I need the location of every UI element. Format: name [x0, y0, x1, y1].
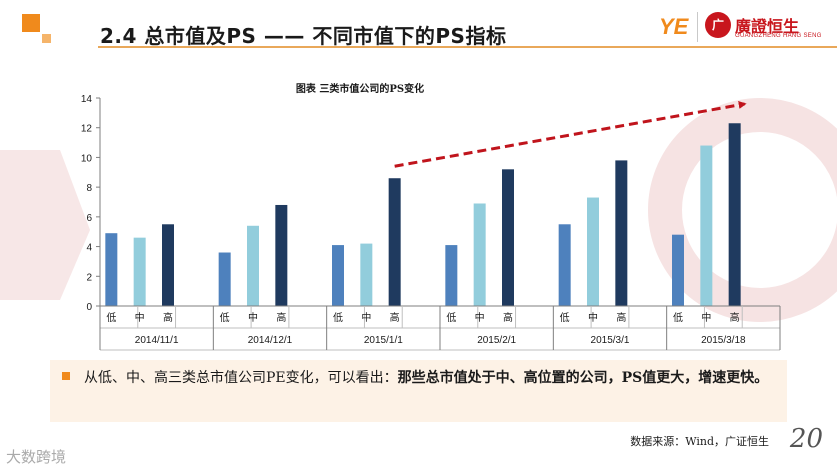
bar	[218, 252, 231, 306]
brand-separator	[697, 12, 698, 42]
bar	[558, 224, 571, 306]
bar	[587, 197, 599, 306]
x-subcategory-label: 中	[475, 311, 485, 324]
y-tick-label: 2	[86, 272, 92, 283]
chart-title: 图表 三类市值公司的PS变化	[296, 82, 424, 95]
title-underline	[98, 46, 837, 48]
y-tick-label: 10	[81, 153, 93, 164]
x-category-label: 2015/2/1	[477, 335, 516, 346]
x-subcategory-label: 高	[390, 311, 400, 324]
bar	[502, 169, 514, 306]
page-number: 20	[789, 424, 823, 454]
bar	[728, 123, 741, 306]
x-subcategory-label: 中	[135, 311, 145, 324]
ps-bar-chart: 图表 三类市值公司的PS变化 0 2 4 6 8 10 12 14 低 中 高 2014/11/1 低…	[81, 82, 781, 351]
brand-name-cn: 廣證恒生	[735, 17, 800, 36]
trend-arrow	[394, 101, 747, 168]
x-subcategory-label: 高	[163, 311, 173, 324]
y-tick-label: 14	[81, 94, 93, 105]
seal-icon: 广	[705, 12, 731, 38]
conclusion-callout: 从低、中、高三类总市值公司PE变化，可以看出：那些总市值处于中、高位置的公司，P…	[50, 360, 787, 422]
y-tick-label: 6	[86, 213, 92, 224]
conclusion-text: 从低、中、高三类总市值公司PE变化，可以看出：那些总市值处于中、高位置的公司，P…	[84, 366, 784, 390]
bar	[700, 145, 713, 306]
bar	[672, 234, 684, 306]
brand-name-en: GUANGZHENG HANG SENG	[735, 33, 822, 39]
bullet-square-icon	[62, 372, 70, 380]
bar	[162, 224, 174, 306]
y-tick-label: 0	[86, 302, 92, 313]
x-subcategory-label: 低	[106, 311, 116, 324]
y-tick-label: 8	[86, 183, 92, 194]
conclusion-normal: 从低、中、高三类总市值公司PE变化，可以看出：	[84, 370, 398, 386]
ye-mark: YE	[659, 14, 689, 39]
x-category-label: 2015/3/1	[591, 335, 630, 346]
x-subcategory-label: 中	[361, 311, 371, 324]
x-subcategory-label: 低	[333, 311, 343, 324]
data-source: 数据来源：Wind，广证恒生	[630, 435, 769, 448]
x-subcategory-label: 中	[248, 311, 258, 324]
y-tick-label: 12	[81, 124, 93, 135]
bar	[615, 160, 628, 306]
bar	[388, 178, 401, 306]
x-subcategory-label: 高	[276, 311, 286, 324]
bar	[332, 245, 344, 306]
bar	[247, 225, 259, 306]
x-category-label: 2014/12/1	[248, 335, 293, 346]
bar	[445, 245, 458, 306]
x-subcategory-label: 低	[220, 311, 230, 324]
brand-logo: YE 广 廣證恒生 GUANGZHENG HANG SENG	[659, 10, 829, 44]
slide-title: 2.4 总市值及PS —— 不同市值下的PS指标	[100, 24, 507, 48]
slide-header: 2.4 总市值及PS —— 不同市值下的PS指标 YE 广 廣證恒生 GUANG…	[0, 0, 837, 58]
x-category-label: 2014/11/1	[135, 335, 179, 346]
x-subcategory-label: 低	[446, 311, 456, 324]
y-tick-label: 4	[86, 243, 92, 254]
footer-watermark: 大数跨境	[6, 448, 67, 466]
x-subcategory-label: 高	[616, 311, 626, 324]
bar	[105, 233, 118, 306]
bar	[275, 204, 288, 306]
conclusion-bold: 那些总市值处于中、高位置的公司，PS值更大，增速更快。	[397, 370, 769, 386]
x-subcategory-label: 高	[503, 311, 513, 324]
x-subcategory-label: 低	[673, 311, 683, 324]
orange-square-logo-icon	[22, 14, 52, 44]
x-subcategory-label: 中	[701, 311, 711, 324]
x-category-label: 2015/3/18	[701, 335, 746, 346]
x-subcategory-label: 高	[730, 311, 740, 324]
x-category-label: 2015/1/1	[364, 335, 403, 346]
bar	[360, 243, 373, 306]
bar	[133, 237, 146, 306]
bar	[473, 203, 486, 306]
x-subcategory-label: 中	[588, 311, 598, 324]
x-subcategory-label: 低	[560, 311, 570, 324]
